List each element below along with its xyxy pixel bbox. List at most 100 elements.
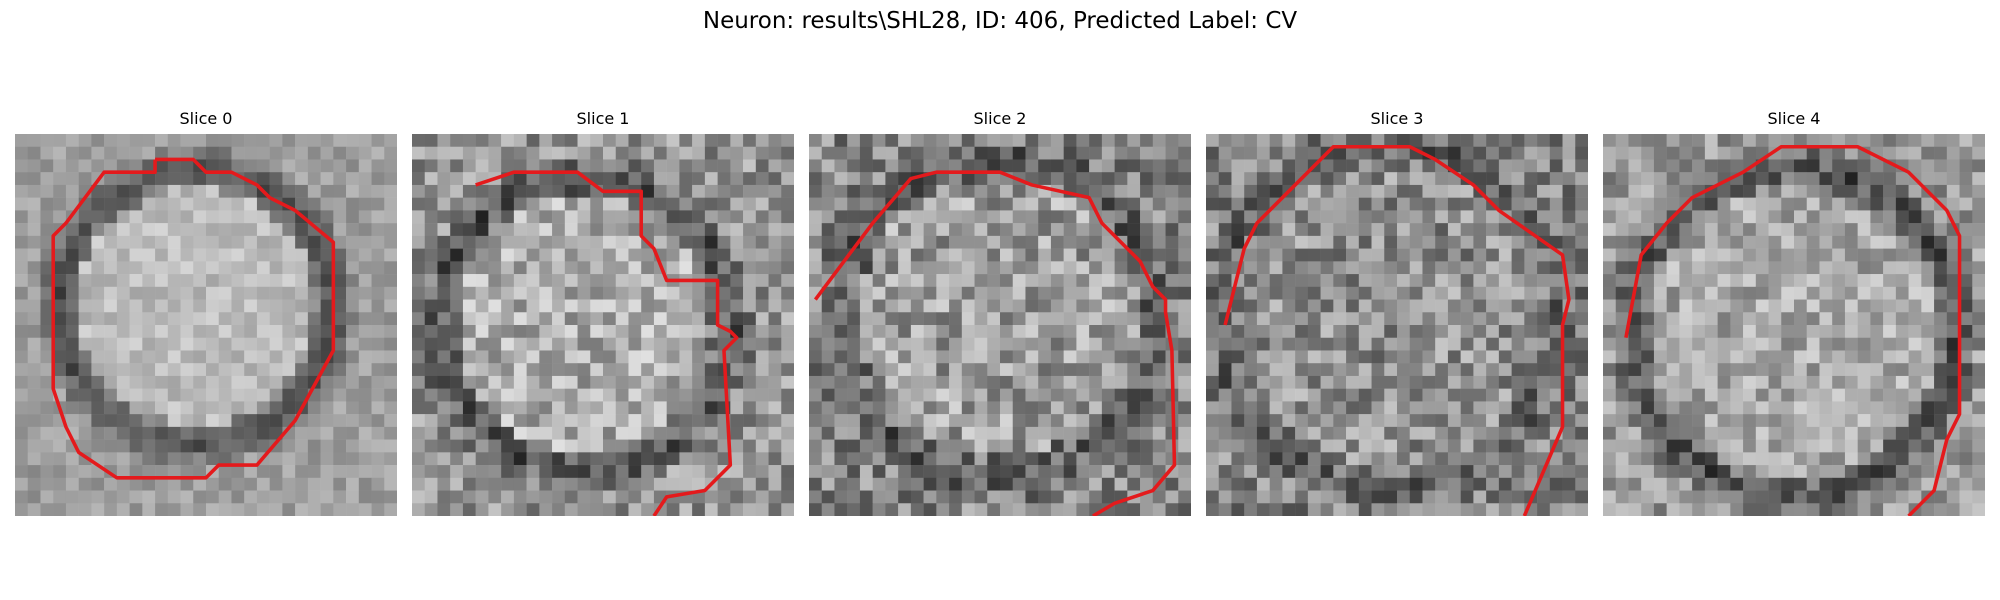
pixel (358, 274, 372, 288)
pixel (1460, 337, 1474, 351)
pixel (1692, 312, 1706, 326)
slice-panel-0: Slice 0 (15, 104, 397, 516)
pixel (295, 375, 309, 389)
pixel (358, 363, 372, 377)
pixel (91, 299, 105, 313)
pixel (1794, 159, 1807, 173)
pixel (244, 197, 258, 211)
pixel (1692, 197, 1706, 211)
pixel (218, 375, 232, 389)
pixel (1615, 261, 1629, 275)
pixel (1755, 312, 1769, 326)
pixel (1743, 388, 1757, 402)
pixel (961, 210, 975, 224)
pixel (206, 235, 219, 249)
pixel (1089, 401, 1103, 415)
pixel (1152, 401, 1166, 415)
pixel (295, 172, 309, 186)
pixel (1282, 350, 1296, 364)
pixel (1447, 363, 1461, 377)
pixel (320, 401, 334, 415)
pixel (1870, 299, 1884, 313)
pixel (653, 388, 667, 402)
pixel (1397, 325, 1410, 338)
pixel (1511, 477, 1525, 491)
pixel (1679, 235, 1693, 249)
pixel (1089, 426, 1103, 440)
pixel (155, 465, 169, 479)
contour-4 (1624, 144, 1962, 516)
pixel (333, 146, 347, 160)
pixel (1000, 159, 1013, 173)
pixel (1025, 286, 1039, 300)
pixel (1549, 388, 1563, 402)
pixel (1218, 452, 1232, 466)
pixel (269, 503, 283, 516)
pixel (1460, 503, 1474, 516)
pixel (1870, 452, 1884, 466)
pixel (1038, 159, 1052, 173)
pixel (218, 325, 232, 338)
pixel (437, 414, 451, 428)
pixel (974, 312, 988, 326)
pixel (1498, 375, 1512, 389)
pixel (1165, 261, 1179, 275)
pixel (218, 414, 232, 428)
pixel (501, 439, 515, 453)
pixel (1038, 261, 1052, 275)
pixel (1397, 490, 1410, 504)
pixel (974, 248, 988, 262)
pixel (65, 261, 79, 275)
pixel (526, 414, 540, 428)
pixel (1435, 223, 1449, 237)
pixel (949, 172, 963, 186)
pixel (1844, 375, 1858, 389)
pixel (743, 325, 757, 338)
pixel (564, 490, 578, 504)
pixel (1575, 197, 1588, 211)
pixel (1819, 350, 1833, 364)
pixel (295, 465, 309, 479)
pixel (1114, 388, 1128, 402)
pixel (116, 172, 130, 186)
pixel (1218, 401, 1232, 415)
pixel (781, 337, 794, 351)
pixel (1178, 375, 1191, 389)
pixel (1857, 350, 1871, 364)
pixel (450, 465, 464, 479)
pixel (1832, 223, 1846, 237)
pixel (1152, 465, 1166, 479)
pixel (1000, 261, 1013, 275)
pixel (1038, 490, 1052, 504)
pixel (1946, 503, 1960, 516)
pixel (641, 477, 655, 491)
pixel (142, 223, 156, 237)
pixel (974, 452, 988, 466)
pixel (923, 503, 937, 516)
pixel (450, 235, 464, 249)
pixel (1307, 312, 1321, 326)
pixel (679, 159, 693, 173)
pixel (781, 325, 794, 338)
pixel (1692, 210, 1706, 224)
pixel (1371, 159, 1385, 173)
pixel (1883, 274, 1897, 288)
pixel (755, 261, 769, 275)
pixel (730, 490, 744, 504)
pixel (1038, 452, 1052, 466)
pixel (475, 210, 489, 224)
pixel (1615, 172, 1629, 186)
pixel (809, 350, 822, 364)
pixel (1883, 261, 1897, 275)
pixel (346, 146, 360, 160)
pixel (193, 184, 207, 198)
pixel (653, 312, 667, 326)
pixel (666, 299, 680, 313)
pixel (40, 401, 54, 415)
pixel (1730, 337, 1744, 351)
pixel (1934, 337, 1948, 351)
pixel (1768, 172, 1782, 186)
pixel (1908, 452, 1922, 466)
pixel (1832, 465, 1846, 479)
pixel (1409, 465, 1423, 479)
